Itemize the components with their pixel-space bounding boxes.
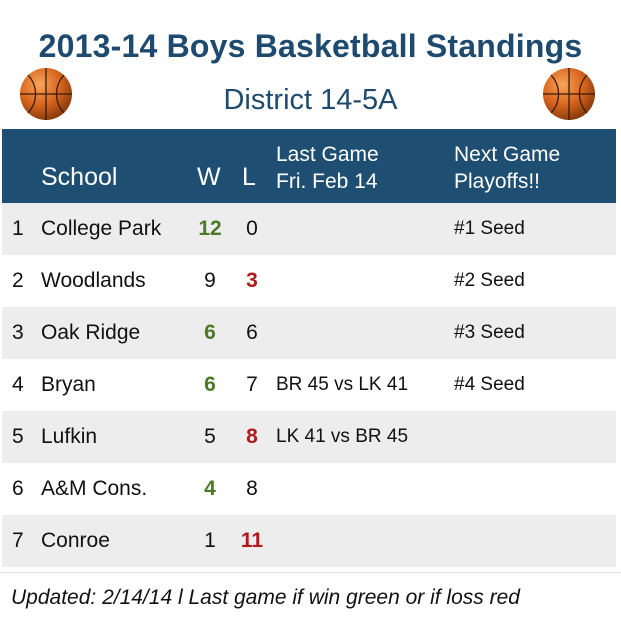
next-game-cell: #3 Seed <box>454 322 525 343</box>
table-row: 2 Woodlands 9 3 #2 Seed <box>2 255 616 307</box>
losses-cell: 6 <box>246 321 258 344</box>
table-header: School W L Last Game Fri. Feb 14 Next Ga… <box>2 129 616 203</box>
school-cell: Lufkin <box>41 425 98 448</box>
rank-cell: 4 <box>12 373 24 396</box>
basketball-icon <box>543 68 595 120</box>
wins-cell: 4 <box>204 477 216 500</box>
rank-cell: 5 <box>12 425 24 448</box>
district-subtitle: District 14-5A <box>223 84 398 116</box>
last-game-label: Last Game <box>276 143 379 166</box>
school-cell: Bryan <box>41 373 96 396</box>
column-header-next-game: Next Game Playoffs!! <box>454 141 560 195</box>
basketball-icon <box>20 68 72 120</box>
rank-cell: 7 <box>12 529 24 552</box>
losses-cell: 7 <box>246 373 258 396</box>
page-title: 2013-14 Boys Basketball Standings <box>38 28 583 64</box>
column-header-wins: W <box>197 163 221 191</box>
table-body: 1 College Park 12 0 #1 Seed 2 Woodlands 9 3 #2 Se… <box>2 203 616 567</box>
losses-cell: 8 <box>246 477 258 500</box>
footer-note: Updated: 2/14/14 l Last game if win gree… <box>11 586 520 609</box>
table-row: 6 A&M Cons. 4 8 <box>2 463 616 515</box>
last-game-cell: BR 45 vs LK 41 <box>276 374 409 395</box>
rank-cell: 6 <box>12 477 24 500</box>
column-header-last-game: Last Game Fri. Feb 14 <box>276 141 379 195</box>
standings-table: School W L Last Game Fri. Feb 14 Next Ga… <box>2 129 616 567</box>
next-game-note: Playoffs!! <box>454 170 540 193</box>
column-header-losses: L <box>242 163 256 191</box>
school-cell: Conroe <box>41 529 110 552</box>
next-game-cell: #1 Seed <box>454 218 525 239</box>
school-cell: Oak Ridge <box>41 321 141 344</box>
table-row: 7 Conroe 1 11 <box>2 515 616 567</box>
losses-cell: 0 <box>246 217 258 240</box>
school-cell: A&M Cons. <box>41 477 148 500</box>
wins-cell: 6 <box>204 373 216 396</box>
last-game-date: Fri. Feb 14 <box>276 170 378 193</box>
school-cell: College Park <box>41 217 162 240</box>
table-row: 3 Oak Ridge 6 6 #3 Seed <box>2 307 616 359</box>
losses-cell: 3 <box>246 269 258 292</box>
last-game-cell: LK 41 vs BR 45 <box>276 426 409 447</box>
footer: Updated: 2/14/14 l Last game if win gree… <box>0 572 621 622</box>
next-game-label: Next Game <box>454 143 561 166</box>
wins-cell: 9 <box>204 269 216 292</box>
losses-cell: 11 <box>240 529 264 552</box>
wins-cell: 12 <box>198 217 222 240</box>
wins-cell: 5 <box>204 425 216 448</box>
wins-cell: 1 <box>204 529 216 552</box>
rank-cell: 3 <box>12 321 24 344</box>
next-game-cell: #4 Seed <box>454 374 525 395</box>
next-game-cell: #2 Seed <box>454 270 525 291</box>
table-row: 1 College Park 12 0 #1 Seed <box>2 203 616 255</box>
rank-cell: 2 <box>12 269 24 292</box>
table-row: 5 Lufkin 5 8 LK 41 vs BR 45 <box>2 411 616 463</box>
losses-cell: 8 <box>246 425 258 448</box>
rank-cell: 1 <box>12 217 24 240</box>
table-row: 4 Bryan 6 7 BR 45 vs LK 41 #4 Seed <box>2 359 616 411</box>
column-header-school: School <box>41 163 118 191</box>
wins-cell: 6 <box>204 321 216 344</box>
school-cell: Woodlands <box>41 269 146 292</box>
